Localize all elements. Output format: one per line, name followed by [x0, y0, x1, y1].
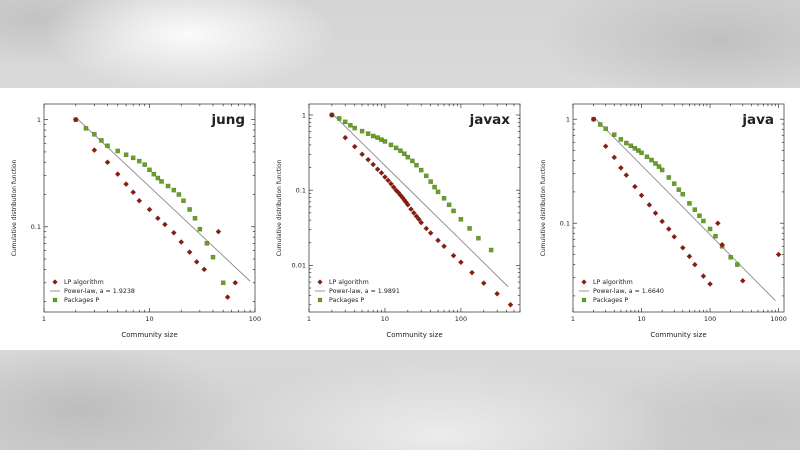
svg-text:100: 100 [249, 315, 261, 323]
series-packages-p [329, 112, 493, 253]
chart-title: java [741, 112, 774, 128]
svg-text:Packages P: Packages P [329, 297, 364, 304]
chart-canvas-java: 1 10 100 1000 1 0.1 Community size Cumulative d… [540, 103, 787, 339]
svg-text:100: 100 [704, 315, 716, 323]
svg-text:1: 1 [42, 315, 46, 323]
tick-labels: 1 10 100 1 0.1 0.01 [291, 111, 467, 323]
y-axis-label: Cumulative distribution function [11, 159, 18, 256]
svg-text:100: 100 [454, 315, 466, 323]
svg-text:Packages P: Packages P [593, 297, 628, 304]
x-axis-label: Community size [650, 331, 706, 339]
series-packages-p [73, 117, 226, 286]
x-axis-label: Community size [121, 331, 177, 339]
powerlaw-line [593, 116, 776, 301]
powerlaw-line [75, 117, 251, 282]
svg-text:1: 1 [566, 115, 570, 123]
svg-text:10: 10 [380, 315, 388, 323]
svg-text:0.01: 0.01 [291, 262, 305, 270]
figure-strip: 1 10 100 1 0.1 Community size Cumulative distr… [0, 88, 800, 350]
svg-text:1: 1 [571, 315, 575, 323]
legend: LP algorithm Power-law, a = 1.9238 Package… [50, 279, 135, 304]
svg-text:LP algorithm: LP algorithm [64, 279, 104, 286]
y-axis-label: Cumulative distribution function [276, 159, 283, 256]
chart-title: javax [468, 112, 510, 128]
svg-text:LP algorithm: LP algorithm [593, 279, 633, 286]
powerlaw-line [331, 113, 509, 288]
svg-text:1000: 1000 [770, 315, 787, 323]
series-lp-algorithm [328, 112, 513, 308]
chart-panel-javax: 1 10 100 1 0.1 0.01 Community size Cumulative d… [272, 96, 528, 342]
svg-text:Power-law, a = 1.9891: Power-law, a = 1.9891 [329, 288, 400, 295]
tick-marks [572, 104, 784, 312]
tick-marks [43, 104, 256, 312]
svg-text:1: 1 [306, 315, 310, 323]
svg-text:10: 10 [145, 315, 153, 323]
svg-text:0.1: 0.1 [295, 186, 305, 194]
series-lp-algorithm [590, 116, 782, 287]
y-axis-label: Cumulative distribution function [540, 159, 547, 256]
chart-canvas-javax: 1 10 100 1 0.1 0.01 Community size Cumulative d… [276, 103, 520, 339]
svg-text:0.1: 0.1 [560, 219, 570, 227]
legend: LP algorithm Power-law, a = 1.9891 Package… [314, 279, 400, 304]
tick-labels: 1 10 100 1 0.1 [31, 116, 262, 323]
tick-marks [308, 104, 520, 312]
svg-text:LP algorithm: LP algorithm [329, 279, 369, 286]
svg-text:10: 10 [637, 315, 645, 323]
svg-text:1: 1 [37, 116, 41, 124]
svg-text:0.1: 0.1 [31, 223, 41, 231]
x-axis-label: Community size [386, 331, 442, 339]
series-lp-algorithm [72, 116, 239, 301]
chart-canvas-jung: 1 10 100 1 0.1 Community size Cumulative distr… [11, 103, 262, 339]
svg-text:Packages P: Packages P [64, 297, 99, 304]
chart-panel-jung: 1 10 100 1 0.1 Community size Cumulative distr… [8, 96, 263, 342]
svg-text:1: 1 [301, 111, 305, 119]
chart-panel-java: 1 10 100 1000 1 0.1 Community size Cumulative d… [537, 96, 792, 342]
svg-text:Power-law, a = 1.9238: Power-law, a = 1.9238 [64, 288, 135, 295]
legend: LP algorithm Power-law, a = 1.6640 Package… [579, 279, 664, 304]
tick-labels: 1 10 100 1000 1 0.1 [560, 115, 787, 323]
chart-title: jung [210, 112, 245, 128]
svg-text:Power-law, a = 1.6640: Power-law, a = 1.6640 [593, 288, 664, 295]
